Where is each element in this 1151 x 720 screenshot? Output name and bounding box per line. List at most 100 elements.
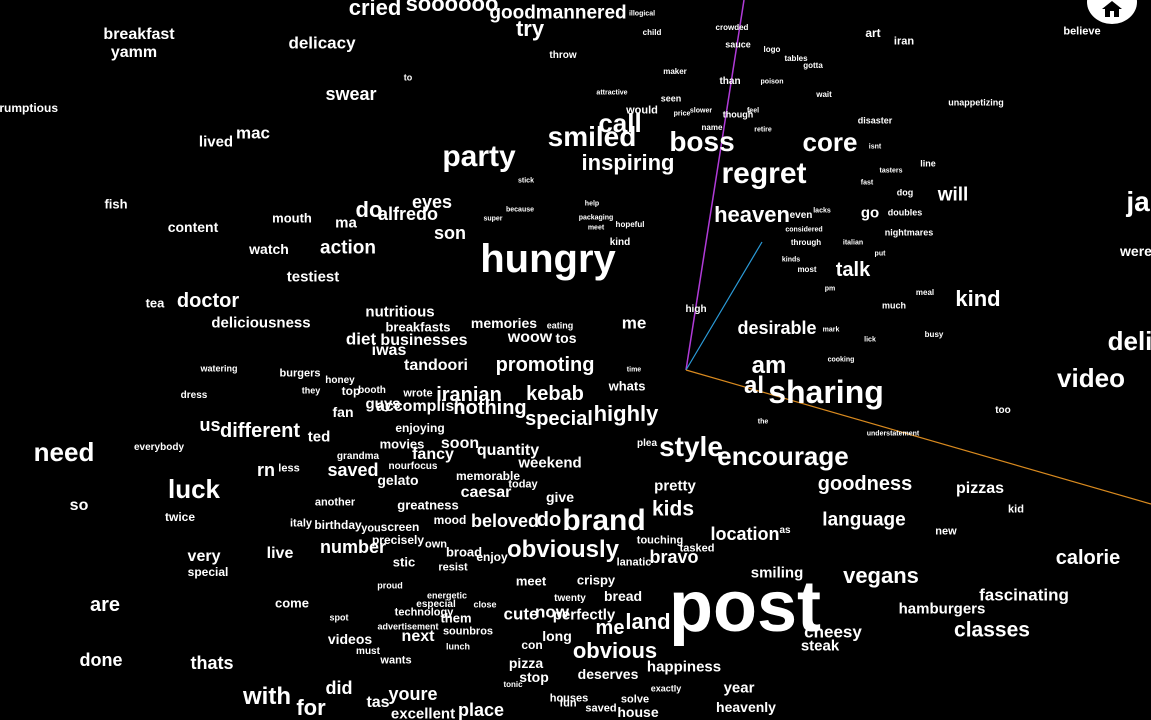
word-label: tos bbox=[555, 330, 577, 346]
word-label: the bbox=[757, 418, 769, 426]
word-label: different bbox=[220, 420, 300, 442]
word-label: deliciousness bbox=[211, 314, 311, 332]
word-label: location bbox=[710, 524, 780, 544]
word-label: swear bbox=[325, 84, 377, 104]
word-label: did bbox=[325, 678, 353, 698]
word-label: kebab bbox=[526, 383, 584, 405]
word-label: special bbox=[525, 408, 593, 430]
word-label: calorie bbox=[1055, 547, 1121, 569]
word-label: obvious bbox=[572, 638, 658, 663]
word-label: another bbox=[314, 496, 356, 509]
word-label: beloved bbox=[470, 511, 540, 531]
word-label: tonic bbox=[503, 680, 523, 689]
word-label: doubles bbox=[887, 207, 923, 218]
word-label: alfredo bbox=[377, 204, 439, 224]
word-label: core bbox=[802, 127, 858, 157]
word-label: new bbox=[935, 525, 957, 538]
word-label: bravo bbox=[649, 547, 699, 567]
word-label: soon bbox=[440, 435, 480, 452]
word-label: regret bbox=[721, 157, 807, 190]
word-label: close bbox=[473, 599, 497, 610]
word-label: tea bbox=[145, 295, 165, 311]
word-label: boss bbox=[669, 126, 735, 157]
word-label: language bbox=[822, 509, 906, 531]
word-label: broad bbox=[445, 544, 483, 560]
word-label: weekend bbox=[518, 454, 582, 472]
word-label: price bbox=[673, 110, 691, 118]
word-label: disaster bbox=[857, 115, 893, 126]
word-label: happiness bbox=[646, 658, 722, 676]
word-label: stic bbox=[392, 554, 416, 570]
word-label: line bbox=[920, 158, 936, 169]
word-label: memorable bbox=[455, 469, 521, 483]
word-label: are bbox=[89, 594, 121, 616]
word-label: iwas bbox=[371, 342, 407, 359]
word-label: they bbox=[301, 385, 321, 396]
word-label: honey bbox=[325, 375, 355, 386]
word-label: child bbox=[642, 28, 662, 37]
word-label: pizzas bbox=[955, 480, 1005, 497]
word-label: must bbox=[356, 646, 380, 657]
word-label: me bbox=[621, 313, 647, 333]
word-label: put bbox=[874, 250, 886, 258]
word-label: accomplish bbox=[375, 398, 465, 415]
word-label: sauce bbox=[725, 39, 751, 50]
word-label: pizza bbox=[508, 655, 544, 671]
word-label: deli bbox=[1107, 326, 1151, 356]
word-label: birthday bbox=[314, 518, 362, 532]
word-label: guys bbox=[365, 395, 401, 413]
word-label: soooooo bbox=[405, 0, 499, 16]
word-label: desirable bbox=[737, 318, 817, 338]
word-label: wait bbox=[816, 90, 832, 99]
word-label: enjoying bbox=[395, 421, 445, 435]
word-label: hamburgers bbox=[898, 600, 986, 618]
word-label: tas bbox=[366, 694, 390, 711]
word-label: iranian bbox=[436, 384, 502, 406]
word-label: gotta bbox=[803, 61, 823, 70]
word-label: kinds bbox=[781, 256, 801, 264]
word-label: obviously bbox=[506, 536, 620, 563]
word-label: talk bbox=[835, 259, 871, 281]
word-label: me bbox=[595, 617, 625, 639]
axis-line-purple bbox=[685, 0, 745, 371]
word-label: eyes bbox=[411, 192, 453, 212]
word-label: nightmares bbox=[884, 227, 934, 238]
word-label: fan bbox=[332, 404, 354, 420]
word-label: meet bbox=[515, 573, 547, 589]
word-label: fancy bbox=[412, 446, 454, 463]
word-label: crowded bbox=[715, 23, 749, 32]
word-label: mood bbox=[433, 513, 467, 527]
word-label: maker bbox=[663, 67, 687, 76]
word-label: rn bbox=[257, 460, 275, 480]
word-label: mark bbox=[822, 326, 840, 334]
word-label: though bbox=[722, 109, 754, 120]
word-label: lanatic bbox=[616, 556, 652, 569]
word-label: call bbox=[598, 108, 642, 138]
word-label: done bbox=[79, 650, 123, 670]
word-label: most bbox=[797, 265, 817, 274]
word-label: cute bbox=[503, 604, 539, 624]
word-label: give bbox=[545, 489, 575, 505]
word-label: party bbox=[442, 140, 516, 173]
word-label: lived bbox=[198, 133, 234, 151]
word-label: believe bbox=[1063, 25, 1101, 38]
word-label: excellent bbox=[390, 705, 456, 720]
word-label: saved bbox=[327, 460, 379, 480]
word-label: retire bbox=[754, 126, 772, 134]
word-label: burgers bbox=[279, 367, 321, 380]
word-label: them bbox=[440, 610, 472, 626]
word-label: as bbox=[779, 525, 791, 536]
word-label: ja bbox=[1126, 186, 1150, 217]
word-label: too bbox=[995, 405, 1011, 416]
word-label: kid bbox=[1008, 503, 1024, 516]
word-label: post bbox=[669, 567, 821, 647]
word-label: watch bbox=[249, 241, 289, 257]
word-label: place bbox=[457, 700, 505, 720]
word-label: exactly bbox=[650, 683, 682, 694]
word-label: iran bbox=[893, 35, 915, 48]
word-label: for bbox=[296, 695, 326, 720]
word-label: heaven bbox=[714, 202, 790, 227]
word-label: year bbox=[723, 679, 755, 697]
word-label: cheesy bbox=[804, 622, 862, 642]
